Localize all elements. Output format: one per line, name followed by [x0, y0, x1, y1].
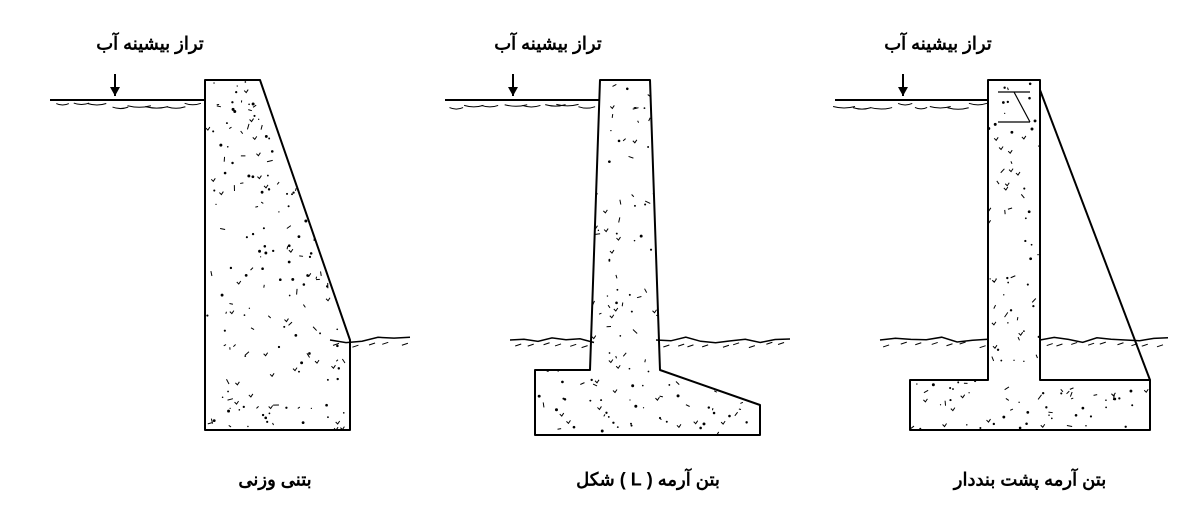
- caption-lshape: بتن آرمه ( L ) شکل: [576, 470, 720, 491]
- water-level-label-2: تراز بیشینه آب: [494, 34, 602, 55]
- water-level-label-1: تراز بیشینه آب: [96, 34, 204, 55]
- diagram-svg: [0, 0, 1180, 525]
- figure-canvas: تراز بیشینه آب تراز بیشینه آب تراز بیشین…: [0, 0, 1180, 525]
- caption-gravity: بتنی وزنی: [238, 470, 311, 491]
- water-level-label-3: تراز بیشینه آب: [884, 34, 992, 55]
- caption-buttress: بتن آرمه پشت بنددار: [954, 470, 1106, 491]
